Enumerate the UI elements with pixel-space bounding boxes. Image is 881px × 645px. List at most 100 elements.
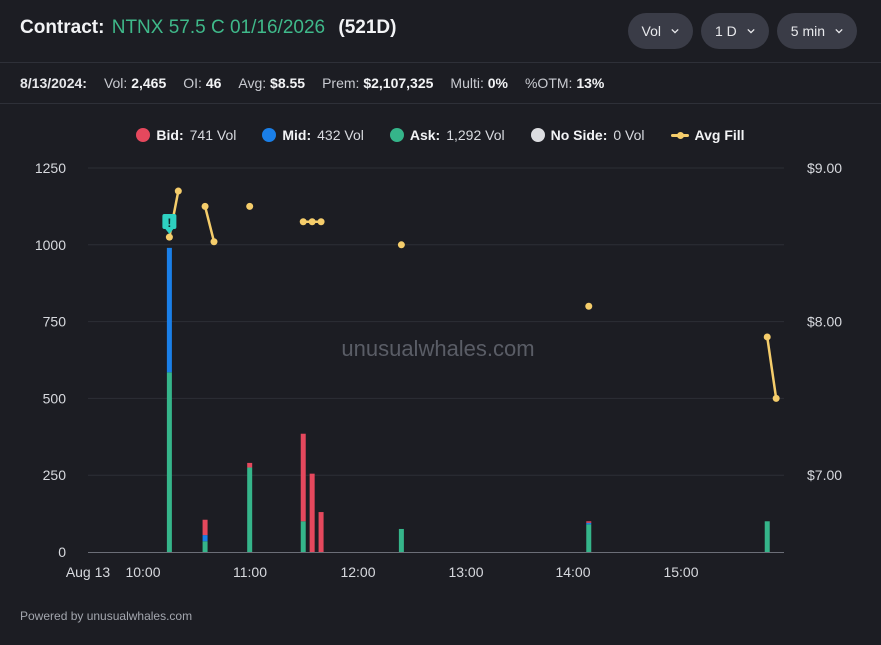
alert-marker-box bbox=[162, 214, 177, 229]
ask-bar bbox=[586, 524, 592, 552]
legend-bid-label: Bid: bbox=[156, 127, 184, 143]
volume-chart: unusualwhales.com ! 0 250 500 750 1000 1250 $7… bbox=[35, 160, 842, 580]
chart-legend: Bid: 741 Vol Mid: 432 Vol Ask: 1,292 Vol… bbox=[0, 124, 881, 146]
footer-credit: Powered by unusualwhales.com bbox=[20, 609, 193, 623]
avg-fill-point bbox=[299, 218, 307, 226]
avg-fill-line bbox=[203, 205, 216, 243]
chart-controls: Vol 1 D 5 min bbox=[627, 13, 857, 49]
range-dropdown-value: 1 D bbox=[714, 23, 737, 39]
avg-fill-point bbox=[165, 233, 173, 241]
legend-bid-value: 741 Vol bbox=[189, 127, 237, 143]
ask-swatch bbox=[389, 128, 404, 142]
stat-oi-label: OI: bbox=[183, 74, 202, 91]
ask-bar bbox=[300, 521, 306, 552]
legend-avg-fill-label: Avg Fill bbox=[694, 127, 745, 143]
stat-multi: Multi: 0% bbox=[450, 75, 508, 91]
bid-bar bbox=[300, 433, 306, 522]
contract-title: Contract: NTNX 57.5 C 01/16/2026 (521D) bbox=[20, 17, 396, 39]
legend-mid-value: 432 Vol bbox=[317, 127, 364, 143]
avg-fill-point bbox=[317, 218, 325, 226]
x-tick-label: 14:00 bbox=[555, 564, 590, 580]
range-dropdown[interactable]: 1 D bbox=[700, 13, 769, 49]
mid-bar bbox=[166, 247, 172, 373]
bid-swatch bbox=[136, 128, 151, 142]
contract-symbol: NTNX 57.5 C 01/16/2026 bbox=[111, 17, 326, 38]
stat-otm-value: 13% bbox=[576, 74, 605, 91]
avg-fill-point bbox=[585, 302, 593, 310]
stat-volume-value: 2,465 bbox=[131, 74, 167, 91]
avg-fill-point bbox=[772, 394, 780, 402]
x-tick-label: 13:00 bbox=[448, 564, 483, 580]
legend-item-no-side[interactable]: No Side: 0 Vol bbox=[530, 127, 645, 143]
alert-marker: ! bbox=[162, 214, 177, 234]
y-left-tick-label: 1250 bbox=[35, 160, 66, 176]
interval-dropdown-value: 5 min bbox=[790, 23, 825, 39]
axes: 0 250 500 750 1000 1250 $7.00 $8.00 $9.00 Aug 13 1… bbox=[35, 160, 842, 580]
x-tick-label: 15:00 bbox=[663, 564, 698, 580]
stats-bar: 8/13/2024: Vol: 2,465 OI: 46 Avg: $8.55 … bbox=[0, 62, 881, 104]
y-right-tick-label: $9.00 bbox=[807, 160, 842, 176]
grid-lines bbox=[88, 167, 784, 476]
ask-bar bbox=[202, 541, 208, 552]
legend-ask-value: 1,292 Vol bbox=[446, 127, 505, 143]
avg-fill-line bbox=[765, 335, 778, 400]
stat-open-interest: OI: 46 bbox=[183, 75, 221, 91]
interval-dropdown[interactable]: 5 min bbox=[776, 13, 857, 49]
legend-mid-label: Mid: bbox=[282, 127, 312, 143]
x-tick-label: 12:00 bbox=[340, 564, 375, 580]
stat-multi-value: 0% bbox=[487, 74, 508, 91]
legend-no-side-label: No Side: bbox=[550, 127, 608, 143]
y-left-tick-label: 1000 bbox=[35, 237, 66, 253]
days-to-expiry: (521D) bbox=[338, 17, 397, 38]
stat-prem-value: $2,107,325 bbox=[363, 74, 434, 91]
y-right-tick-label: $8.00 bbox=[807, 314, 842, 330]
mid-swatch bbox=[262, 128, 277, 142]
legend-item-ask[interactable]: Ask: 1,292 Vol bbox=[389, 127, 505, 143]
mid-bar bbox=[586, 522, 592, 525]
chevron-down-icon bbox=[747, 28, 755, 34]
legend-item-mid[interactable]: Mid: 432 Vol bbox=[262, 127, 364, 143]
chart-header: Contract: NTNX 57.5 C 01/16/2026 (521D) … bbox=[0, 0, 881, 63]
bar-series bbox=[166, 247, 770, 552]
metric-dropdown-value: Vol bbox=[641, 23, 661, 39]
chevron-down-icon bbox=[671, 28, 679, 34]
avg-fill-point bbox=[246, 202, 254, 210]
bid-bar bbox=[586, 521, 592, 523]
stat-prem-label: Prem: bbox=[322, 74, 360, 91]
stat-premium: Prem: $2,107,325 bbox=[322, 75, 433, 91]
no-side-swatch bbox=[530, 128, 545, 142]
chevron-down-icon bbox=[835, 28, 843, 34]
stat-avg-label: Avg: bbox=[238, 74, 267, 91]
stats-date: 8/13/2024: bbox=[20, 74, 87, 91]
legend-item-bid[interactable]: Bid: 741 Vol bbox=[136, 127, 236, 143]
contract-label: Contract: bbox=[20, 17, 105, 38]
alert-marker-pointer bbox=[165, 229, 174, 234]
ask-bar bbox=[166, 372, 172, 552]
x-tick-label: 11:00 bbox=[233, 564, 267, 580]
y-left-tick-label: 0 bbox=[58, 544, 66, 560]
watermark: unusualwhales.com bbox=[341, 336, 534, 361]
stat-otm-label: %OTM: bbox=[524, 74, 573, 91]
ask-bar bbox=[398, 528, 404, 552]
stat-multi-label: Multi: bbox=[450, 74, 484, 91]
bid-bar bbox=[318, 512, 324, 552]
x-tick-label: 10:00 bbox=[125, 564, 160, 580]
y-left-tick-label: 500 bbox=[43, 390, 67, 406]
y-left-tick-label: 250 bbox=[43, 467, 67, 483]
legend-item-avg-fill[interactable]: Avg Fill bbox=[670, 127, 745, 143]
avg-fill-point bbox=[763, 333, 771, 341]
legend-no-side-value: 0 Vol bbox=[613, 127, 645, 143]
avg-fill-point bbox=[210, 238, 218, 246]
metric-dropdown[interactable]: Vol bbox=[627, 13, 693, 49]
stat-volume: Vol: 2,465 bbox=[104, 75, 166, 91]
stat-volume-label: Vol: bbox=[103, 74, 128, 91]
avg-fill-point bbox=[397, 241, 405, 249]
x-tick-label: Aug 13 bbox=[66, 564, 111, 580]
mid-bar bbox=[202, 535, 208, 542]
avg-fill-swatch bbox=[670, 131, 689, 139]
stat-avg-value: $8.55 bbox=[270, 74, 306, 91]
stat-otm: %OTM: 13% bbox=[525, 75, 604, 91]
stat-oi-value: 46 bbox=[205, 74, 222, 91]
alert-marker-label: ! bbox=[167, 216, 171, 230]
stat-average: Avg: $8.55 bbox=[238, 75, 305, 91]
